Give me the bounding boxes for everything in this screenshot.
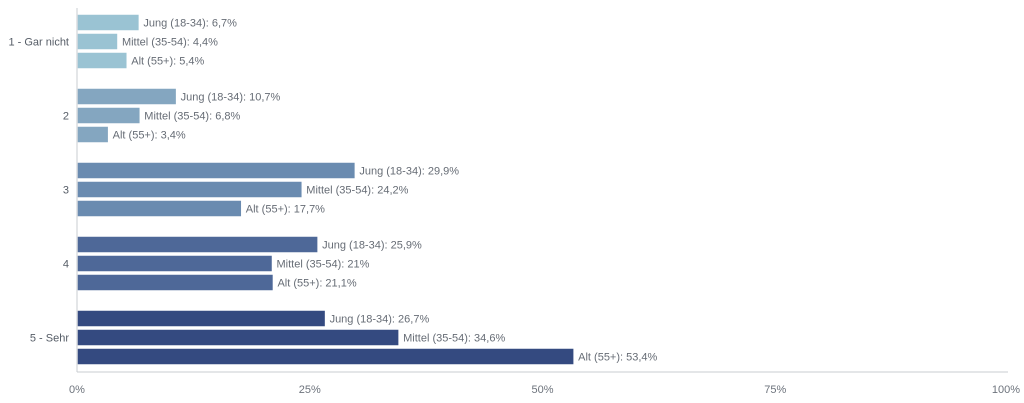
x-tick-label: 0%	[69, 384, 85, 396]
x-tick-labels: 0% 25% 50% 75% 100%	[69, 384, 1020, 396]
category-label: 1 - Gar nicht	[8, 37, 69, 49]
data-label: Alt (55+): 21,1%	[277, 278, 356, 290]
category-label: 2	[63, 111, 69, 123]
bar	[76, 51, 129, 70]
x-tick-label: 75%	[764, 384, 786, 396]
bar	[76, 273, 275, 292]
data-label: Mittel (35-54): 21%	[277, 259, 370, 271]
data-label: Jung (18-34): 10,7%	[181, 92, 281, 104]
category-label: 5 - Sehr	[30, 333, 69, 345]
data-label: Mittel (35-54): 6,8%	[144, 111, 240, 123]
bar	[76, 125, 110, 144]
data-label: Mittel (35-54): 4,4%	[122, 37, 218, 49]
bar	[76, 87, 178, 106]
x-tick-label: 100%	[992, 384, 1020, 396]
category-label: 4	[63, 259, 69, 271]
data-label: Jung (18-34): 29,9%	[359, 166, 459, 178]
bar	[76, 106, 142, 125]
data-label: Alt (55+): 53,4%	[578, 352, 657, 364]
labels-layer: Jung (18-34): 6,7% Mittel (35-54): 4,4% Al…	[113, 18, 658, 364]
category-labels: 1 - Gar nicht 2 3 4 5 - Sehr	[8, 37, 69, 345]
x-tick-label: 50%	[531, 384, 553, 396]
bar	[76, 32, 119, 51]
bar	[76, 347, 575, 366]
bar	[76, 254, 274, 273]
data-label: Mittel (35-54): 34,6%	[403, 333, 505, 345]
bar	[76, 199, 243, 218]
bar	[76, 13, 141, 32]
data-label: Jung (18-34): 25,9%	[322, 240, 422, 252]
bar	[76, 309, 327, 328]
data-label: Alt (55+): 3,4%	[113, 130, 186, 142]
x-tick-label: 25%	[299, 384, 321, 396]
data-label: Mittel (35-54): 24,2%	[306, 185, 408, 197]
data-label: Alt (55+): 5,4%	[131, 56, 204, 68]
data-label: Jung (18-34): 26,7%	[330, 314, 430, 326]
bar	[76, 161, 357, 180]
bar	[76, 235, 319, 254]
data-label: Alt (55+): 17,7%	[246, 204, 325, 216]
bar	[76, 328, 400, 347]
category-label: 3	[63, 185, 69, 197]
data-label: Jung (18-34): 6,7%	[143, 18, 237, 30]
bar	[76, 180, 304, 199]
